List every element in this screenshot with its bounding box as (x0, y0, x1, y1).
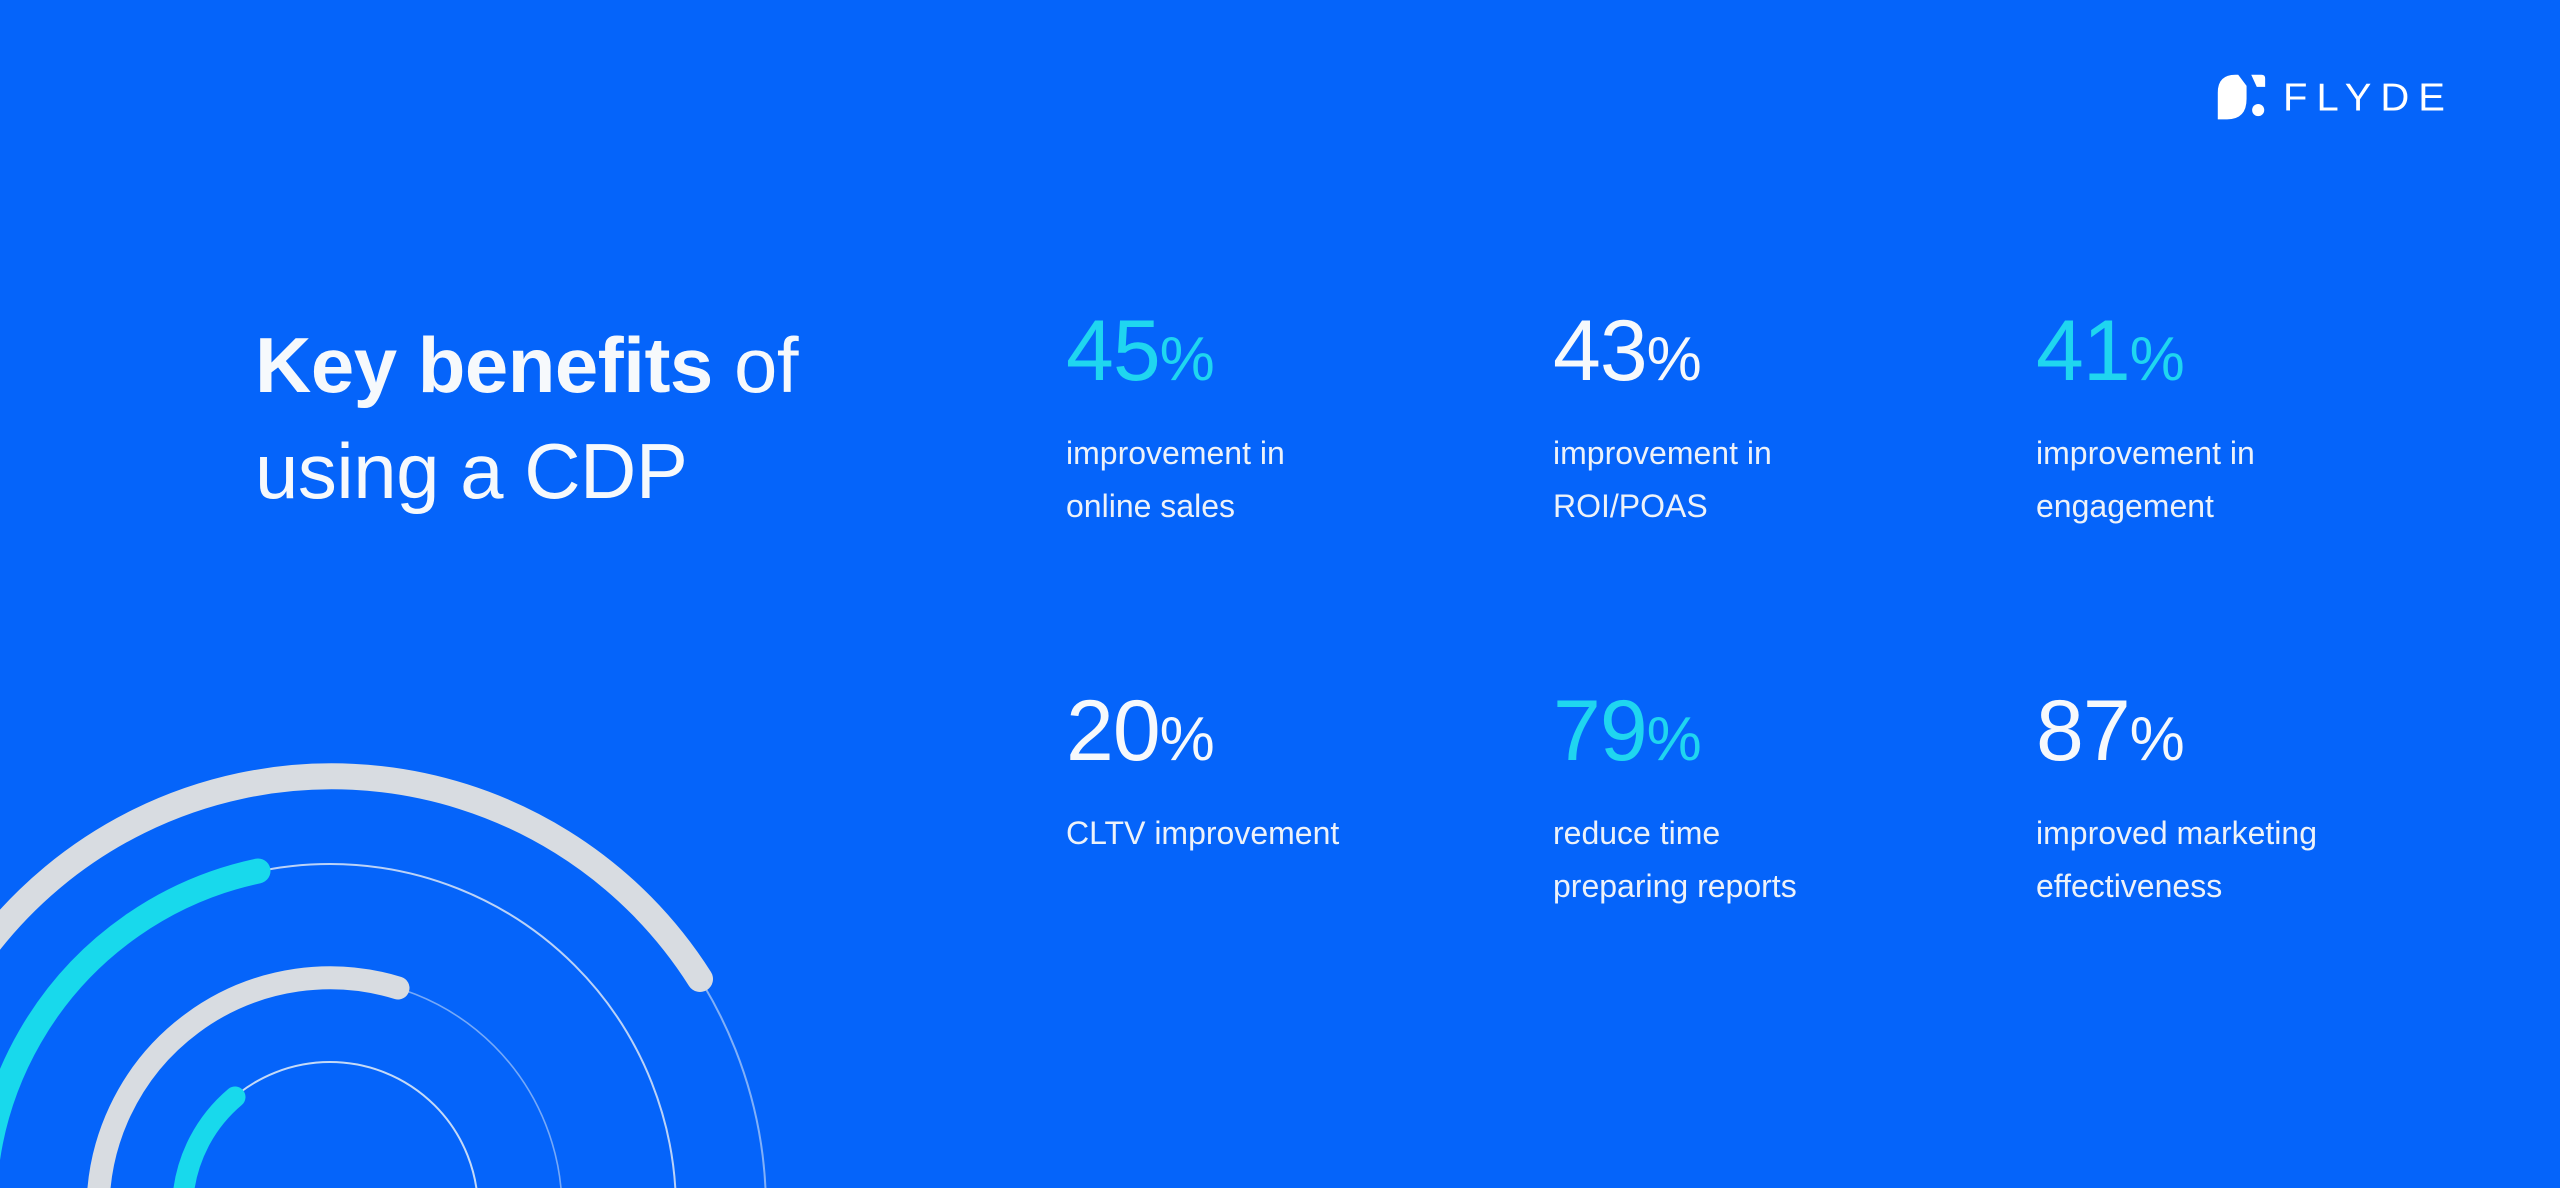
stat-value: 41% (2036, 300, 2317, 411)
stat-caption: improvement in online sales (1066, 427, 1553, 533)
stat-caption: CLTV improvement (1066, 807, 1553, 860)
stat-caption-line1: improved marketing (2036, 815, 2317, 851)
arc-inner-cyan (173, 1086, 246, 1188)
stat-number: 79 (1553, 683, 1648, 779)
percent-sign: % (1646, 705, 1702, 774)
stat-caption-line2: effectiveness (2036, 868, 2223, 904)
stat-caption-line1: improvement in (2036, 435, 2255, 471)
percent-sign: % (2129, 705, 2185, 774)
stat-caption-line2: engagement (2036, 488, 2214, 524)
stat-caption-line1: improvement in (1066, 435, 1285, 471)
arc-outer-gray (0, 763, 713, 992)
brand-logo: FLYDE (2214, 72, 2454, 124)
stat-caption-line1: reduce time (1553, 815, 1721, 851)
ring-guide-outer (0, 773, 767, 1188)
brand-name: FLYDE (2283, 76, 2454, 120)
stat-caption-line2: ROI/POAS (1553, 488, 1708, 524)
stat-caption-line2: online sales (1066, 488, 1235, 524)
percent-sign: % (1646, 325, 1702, 394)
ring-guide-mid (98, 977, 562, 1188)
stat-cltv: 20% CLTV improvement (1066, 680, 1553, 913)
stat-caption: improvement in engagement (2036, 427, 2317, 533)
stats-grid: 45% improvement in online sales 43% impr… (1066, 300, 2317, 913)
stat-caption-line1: improvement in (1553, 435, 1772, 471)
stat-engagement: 41% improvement in engagement (2036, 300, 2317, 533)
title-emphasis: Key benefits (255, 321, 713, 409)
stat-number: 43 (1553, 303, 1648, 399)
stat-caption: improvement in ROI/POAS (1553, 427, 2036, 533)
stat-value: 87% (2036, 680, 2317, 791)
stat-number: 41 (2036, 303, 2131, 399)
ring-guide-large (0, 863, 677, 1188)
stat-caption: improved marketing effectiveness (2036, 807, 2317, 913)
stat-online-sales: 45% improvement in online sales (1066, 300, 1553, 533)
stat-value: 43% (1553, 300, 2036, 411)
arc-mid-gray (87, 966, 410, 1188)
stat-roi-poas: 43% improvement in ROI/POAS (1553, 300, 2036, 533)
percent-sign: % (2129, 325, 2185, 394)
stat-number: 20 (1066, 683, 1161, 779)
percent-sign: % (1159, 705, 1215, 774)
stat-number: 45 (1066, 303, 1161, 399)
page-title: Key benefits of using a CDP (255, 312, 799, 524)
ring-guide-inner (182, 1061, 478, 1188)
stat-value: 20% (1066, 680, 1553, 791)
title-after-emphasis: of (733, 321, 799, 409)
stat-reports-time: 79% reduce time preparing reports (1553, 680, 2036, 913)
stat-number: 87 (2036, 683, 2131, 779)
flyde-leaf-logo-icon (2217, 74, 2266, 120)
arc-large-cyan (0, 858, 271, 1161)
stat-caption: reduce time preparing reports (1553, 807, 2036, 913)
stat-value: 79% (1553, 680, 2036, 791)
stat-value: 45% (1066, 300, 1553, 411)
percent-sign: % (1159, 325, 1215, 394)
stat-caption-line1: CLTV improvement (1066, 815, 1340, 851)
stat-caption-line2: preparing reports (1553, 868, 1797, 904)
stat-marketing-effectiveness: 87% improved marketing effectiveness (2036, 680, 2317, 913)
title-line2: using a CDP (255, 427, 688, 515)
